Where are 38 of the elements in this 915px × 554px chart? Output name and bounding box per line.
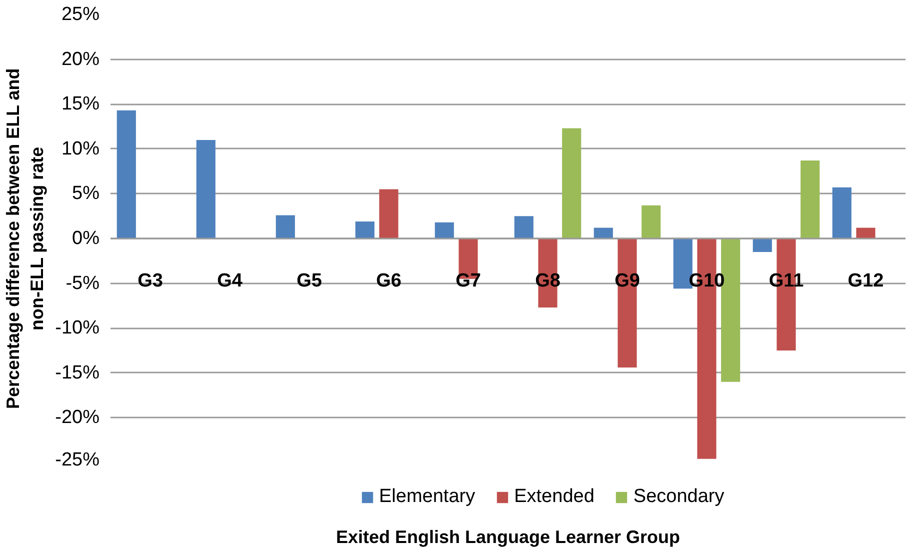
y-tick-label: -15%: [55, 362, 100, 384]
bar: [856, 228, 876, 238]
y-tick-label: -10%: [55, 318, 100, 339]
x-tick-label: G9: [614, 270, 640, 292]
y-tick-label: -5%: [66, 272, 100, 294]
y-tick-label: 15%: [61, 94, 100, 115]
x-tick-label: G8: [535, 270, 560, 292]
bar: [562, 128, 582, 238]
x-tick-label: G12: [848, 270, 884, 292]
bar: [642, 205, 661, 238]
bar: [752, 238, 772, 252]
bar: [800, 160, 820, 238]
legend-label: Elementary: [379, 486, 476, 508]
x-tick-label: G5: [296, 270, 322, 292]
y-tick-label: 0%: [72, 228, 100, 249]
legend-label: Extended: [514, 486, 594, 508]
x-tick-label: G6: [376, 270, 402, 292]
bar: [116, 110, 136, 238]
bar: [379, 189, 398, 238]
bar: [514, 216, 534, 238]
x-axis-title: Exited English Language Learner Group: [336, 526, 680, 547]
y-tick-label: -25%: [55, 450, 100, 470]
bar: [196, 140, 216, 238]
bar: [832, 187, 852, 238]
x-tick-label: G4: [217, 270, 243, 292]
x-tick-label: G11: [768, 270, 804, 292]
bar: [434, 222, 454, 238]
y-tick-label: 10%: [61, 138, 100, 160]
y-tick-label: -20%: [55, 407, 100, 428]
y-tick-label: 25%: [61, 4, 100, 25]
bar: [276, 215, 295, 238]
y-axis-title: Percentage difference between ELL and non-ELL passing rate: [3, 68, 48, 410]
bar: [355, 221, 374, 238]
x-tick-label: G3: [138, 270, 163, 292]
y-tick-label: 5%: [72, 183, 100, 204]
legend-label: Secondary: [633, 486, 724, 508]
y-tick-label: 20%: [61, 48, 100, 70]
bar: [594, 228, 613, 238]
